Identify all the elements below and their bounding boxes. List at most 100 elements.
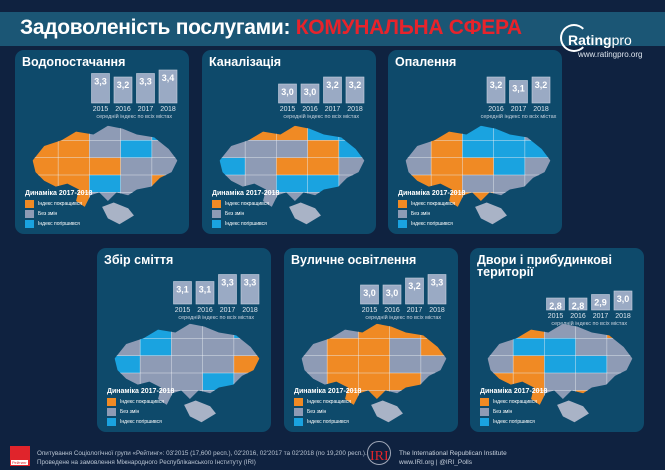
map-region-crimea <box>557 400 589 423</box>
map-region <box>276 140 309 159</box>
map-region <box>420 355 447 374</box>
map-region <box>233 338 260 357</box>
map-region <box>544 355 577 374</box>
year-tick-label: 2016 <box>302 106 318 113</box>
x-axis-label: середній індекс по всіх містах <box>481 113 557 120</box>
legend-item: Індекс покращився <box>294 397 361 407</box>
panel-6: Двори і прибудинкові території 2,8 2015 2,8… <box>470 248 644 432</box>
ukraine-map <box>32 125 178 225</box>
year-tick-label: 2016 <box>488 106 504 113</box>
iri-logo: IRI <box>365 441 395 469</box>
logo-url: www.ratingpro.org <box>578 50 643 59</box>
map-region-crimea <box>184 400 216 423</box>
map-region <box>462 157 495 176</box>
legend-item: Без змін <box>212 209 279 219</box>
map-region <box>233 323 260 339</box>
map-region <box>544 372 577 391</box>
map-region <box>233 390 260 405</box>
map-region <box>32 157 59 176</box>
legend-swatch <box>398 200 407 208</box>
panel-4: Збір сміття 3,1 2015 3,1 2016 3,3 2017 3,3 2018 с… <box>97 248 271 432</box>
map-region <box>326 355 359 374</box>
year-tick-label: 2017 <box>220 307 236 314</box>
legend-label: Індекс погіршився <box>411 221 453 227</box>
map-region <box>575 355 608 374</box>
map-region <box>244 140 277 159</box>
year-tick-label: 2018 <box>615 313 631 320</box>
map-legend: Динаміка 2017-2018 Індекс покращився Без з… <box>398 190 465 229</box>
panel-5: Вуличне освітлення 3,0 2015 3,0 2016 3,2 2017 3… <box>284 248 458 432</box>
bar-2015 <box>546 297 565 311</box>
legend-title: Динаміка 2017-2018 <box>294 388 362 395</box>
legend-swatch <box>107 408 116 416</box>
legend-label: Індекс погіршився <box>38 221 80 227</box>
map-region <box>301 355 328 374</box>
panel-2: Каналізація 3,0 2015 3,0 2016 3,2 2017 3,2 2018 с… <box>202 50 376 234</box>
map-region <box>89 125 122 141</box>
year-tick-label: 2018 <box>242 307 258 314</box>
bar-value-label: 3,2 <box>349 80 362 90</box>
legend-item: Без змін <box>480 407 547 417</box>
rating-logo: Рейтинг <box>10 446 30 466</box>
map-region <box>89 174 122 193</box>
bar-2017 <box>509 80 528 104</box>
map-region <box>276 125 309 141</box>
legend-label: Індекс погіршився <box>225 221 267 227</box>
legend-swatch <box>294 398 303 406</box>
map-region <box>524 125 551 141</box>
year-tick-label: 2015 <box>175 307 191 314</box>
map-legend: Динаміка 2017-2018 Індекс покращився Без з… <box>480 388 547 427</box>
panel-title: Водопостачання <box>22 55 126 69</box>
legend-label: Без змін <box>493 409 513 415</box>
map-region <box>405 157 432 176</box>
map-region <box>524 140 551 159</box>
bar-value-label: 3,3 <box>221 278 234 288</box>
map-region <box>202 323 235 339</box>
panel-title: Збір сміття <box>104 253 174 267</box>
bar-value-label: 2,8 <box>549 301 562 311</box>
map-legend: Динаміка 2017-2018 Індекс покращився Без з… <box>25 190 92 229</box>
x-axis-label: середній індекс по всіх містах <box>551 320 627 327</box>
x-axis-label: середній індекс по всіх містах <box>283 113 359 120</box>
map-region-crimea <box>475 202 507 225</box>
map-region <box>544 323 577 339</box>
bar-2017 <box>591 294 610 311</box>
legend-item: Без змін <box>398 209 465 219</box>
legend-swatch <box>480 418 489 426</box>
bar-value-label: 3,0 <box>617 294 630 304</box>
map-region <box>57 157 90 176</box>
bar-2016 <box>113 76 133 104</box>
map-region <box>114 355 141 374</box>
legend-item: Без змін <box>294 407 361 417</box>
map-region <box>487 338 514 357</box>
legend-item: Індекс погіршився <box>398 219 465 229</box>
map-region <box>276 174 309 193</box>
bar-value-label: 2,9 <box>594 298 607 308</box>
map-region <box>338 157 365 176</box>
map-region <box>120 125 153 141</box>
legend-swatch <box>107 418 116 426</box>
year-tick-label: 2015 <box>93 106 109 113</box>
map-region <box>512 355 545 374</box>
map-region <box>493 140 526 159</box>
iri-info: The International Republican Institute ww… <box>399 450 507 466</box>
bar-value-label: 3,2 <box>408 281 421 291</box>
panel-title: Каналізація <box>209 55 282 69</box>
map-region <box>405 140 432 159</box>
map-region <box>487 323 514 339</box>
map-region <box>120 174 153 193</box>
map-region <box>338 125 365 141</box>
legend-swatch <box>398 220 407 228</box>
legend-label: Індекс покращився <box>493 399 537 405</box>
map-region <box>171 323 204 339</box>
map-region <box>139 323 172 339</box>
map-region <box>219 140 246 159</box>
map-region <box>57 140 90 159</box>
map-region <box>171 355 204 374</box>
bar-2016 <box>195 281 215 305</box>
map-region <box>420 390 447 405</box>
legend-item: Індекс покращився <box>480 397 547 407</box>
